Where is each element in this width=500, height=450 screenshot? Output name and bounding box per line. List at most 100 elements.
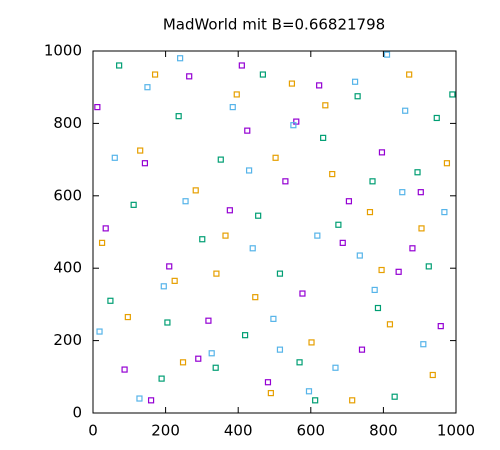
- point: [264, 379, 272, 386]
- point: [124, 313, 131, 321]
- point: [345, 198, 353, 205]
- x-tick-label: 400: [224, 422, 253, 440]
- plot-border: [92, 50, 457, 414]
- y-tick-label: 200: [53, 331, 82, 349]
- point: [305, 388, 313, 395]
- point: [244, 127, 251, 134]
- point: [182, 198, 189, 205]
- point: [418, 225, 425, 232]
- point: [205, 317, 212, 324]
- y-tick-label: 0: [72, 404, 82, 422]
- point: [107, 297, 114, 304]
- point: [259, 71, 266, 78]
- point: [395, 268, 402, 275]
- point: [414, 169, 421, 176]
- x-tick-label: 800: [369, 422, 398, 440]
- point: [351, 78, 359, 85]
- point: [314, 232, 321, 239]
- point: [213, 270, 220, 277]
- point: [354, 93, 361, 100]
- point: [199, 236, 206, 243]
- point: [98, 239, 106, 246]
- point: [249, 245, 256, 252]
- point: [267, 389, 274, 397]
- point: [409, 245, 416, 252]
- point: [429, 371, 436, 379]
- point: [308, 339, 315, 346]
- point: [141, 160, 149, 167]
- point: [391, 393, 398, 400]
- x-tick-label: 1000: [437, 422, 475, 440]
- point: [147, 397, 155, 404]
- point: [402, 107, 409, 114]
- point: [175, 113, 182, 120]
- point: [399, 189, 406, 196]
- point: [290, 122, 297, 129]
- point: [130, 201, 137, 208]
- point: [386, 321, 394, 328]
- y-tick-label: 400: [53, 259, 82, 277]
- y-tick-label: 800: [53, 114, 82, 132]
- x-tick-label: 600: [296, 422, 325, 440]
- point: [366, 208, 374, 216]
- point: [378, 149, 386, 156]
- point: [94, 104, 101, 111]
- point: [158, 375, 165, 382]
- point: [229, 104, 236, 111]
- point: [166, 263, 173, 270]
- point: [349, 397, 356, 404]
- point: [312, 397, 319, 404]
- point: [137, 147, 144, 154]
- point: [282, 178, 289, 185]
- point: [102, 225, 109, 232]
- point: [192, 187, 199, 194]
- point: [116, 62, 123, 69]
- point: [171, 277, 178, 284]
- point: [136, 395, 143, 402]
- point: [96, 328, 103, 335]
- point: [144, 84, 151, 91]
- x-tick-label: 0: [88, 422, 98, 440]
- point: [241, 332, 249, 339]
- point: [186, 73, 193, 80]
- point: [151, 71, 159, 78]
- point: [329, 170, 336, 178]
- point: [296, 359, 303, 366]
- point: [111, 154, 118, 161]
- point: [195, 355, 202, 362]
- point: [179, 359, 187, 366]
- point: [433, 114, 440, 122]
- point: [322, 102, 329, 109]
- point: [255, 212, 262, 219]
- point: [276, 270, 284, 277]
- point: [339, 239, 346, 246]
- point: [272, 154, 279, 161]
- point: [276, 346, 284, 353]
- point: [316, 82, 323, 89]
- point: [374, 304, 382, 312]
- point: [252, 294, 259, 301]
- point: [443, 160, 451, 167]
- point: [270, 315, 277, 322]
- point: [358, 346, 366, 353]
- y-tick-label: 600: [53, 186, 82, 204]
- point: [164, 319, 171, 326]
- point: [441, 208, 448, 216]
- point: [238, 62, 245, 69]
- point: [288, 80, 296, 87]
- point: [208, 350, 215, 357]
- y-tick-label: 1000: [44, 42, 82, 60]
- point: [177, 55, 184, 62]
- point: [335, 221, 342, 228]
- point: [425, 263, 432, 270]
- point: [160, 283, 167, 290]
- point: [371, 286, 378, 294]
- point: [437, 323, 444, 330]
- x-tick-label: 200: [151, 422, 180, 440]
- point: [417, 189, 424, 196]
- point: [369, 178, 376, 185]
- point: [332, 364, 339, 371]
- point: [226, 207, 233, 214]
- point: [217, 156, 224, 163]
